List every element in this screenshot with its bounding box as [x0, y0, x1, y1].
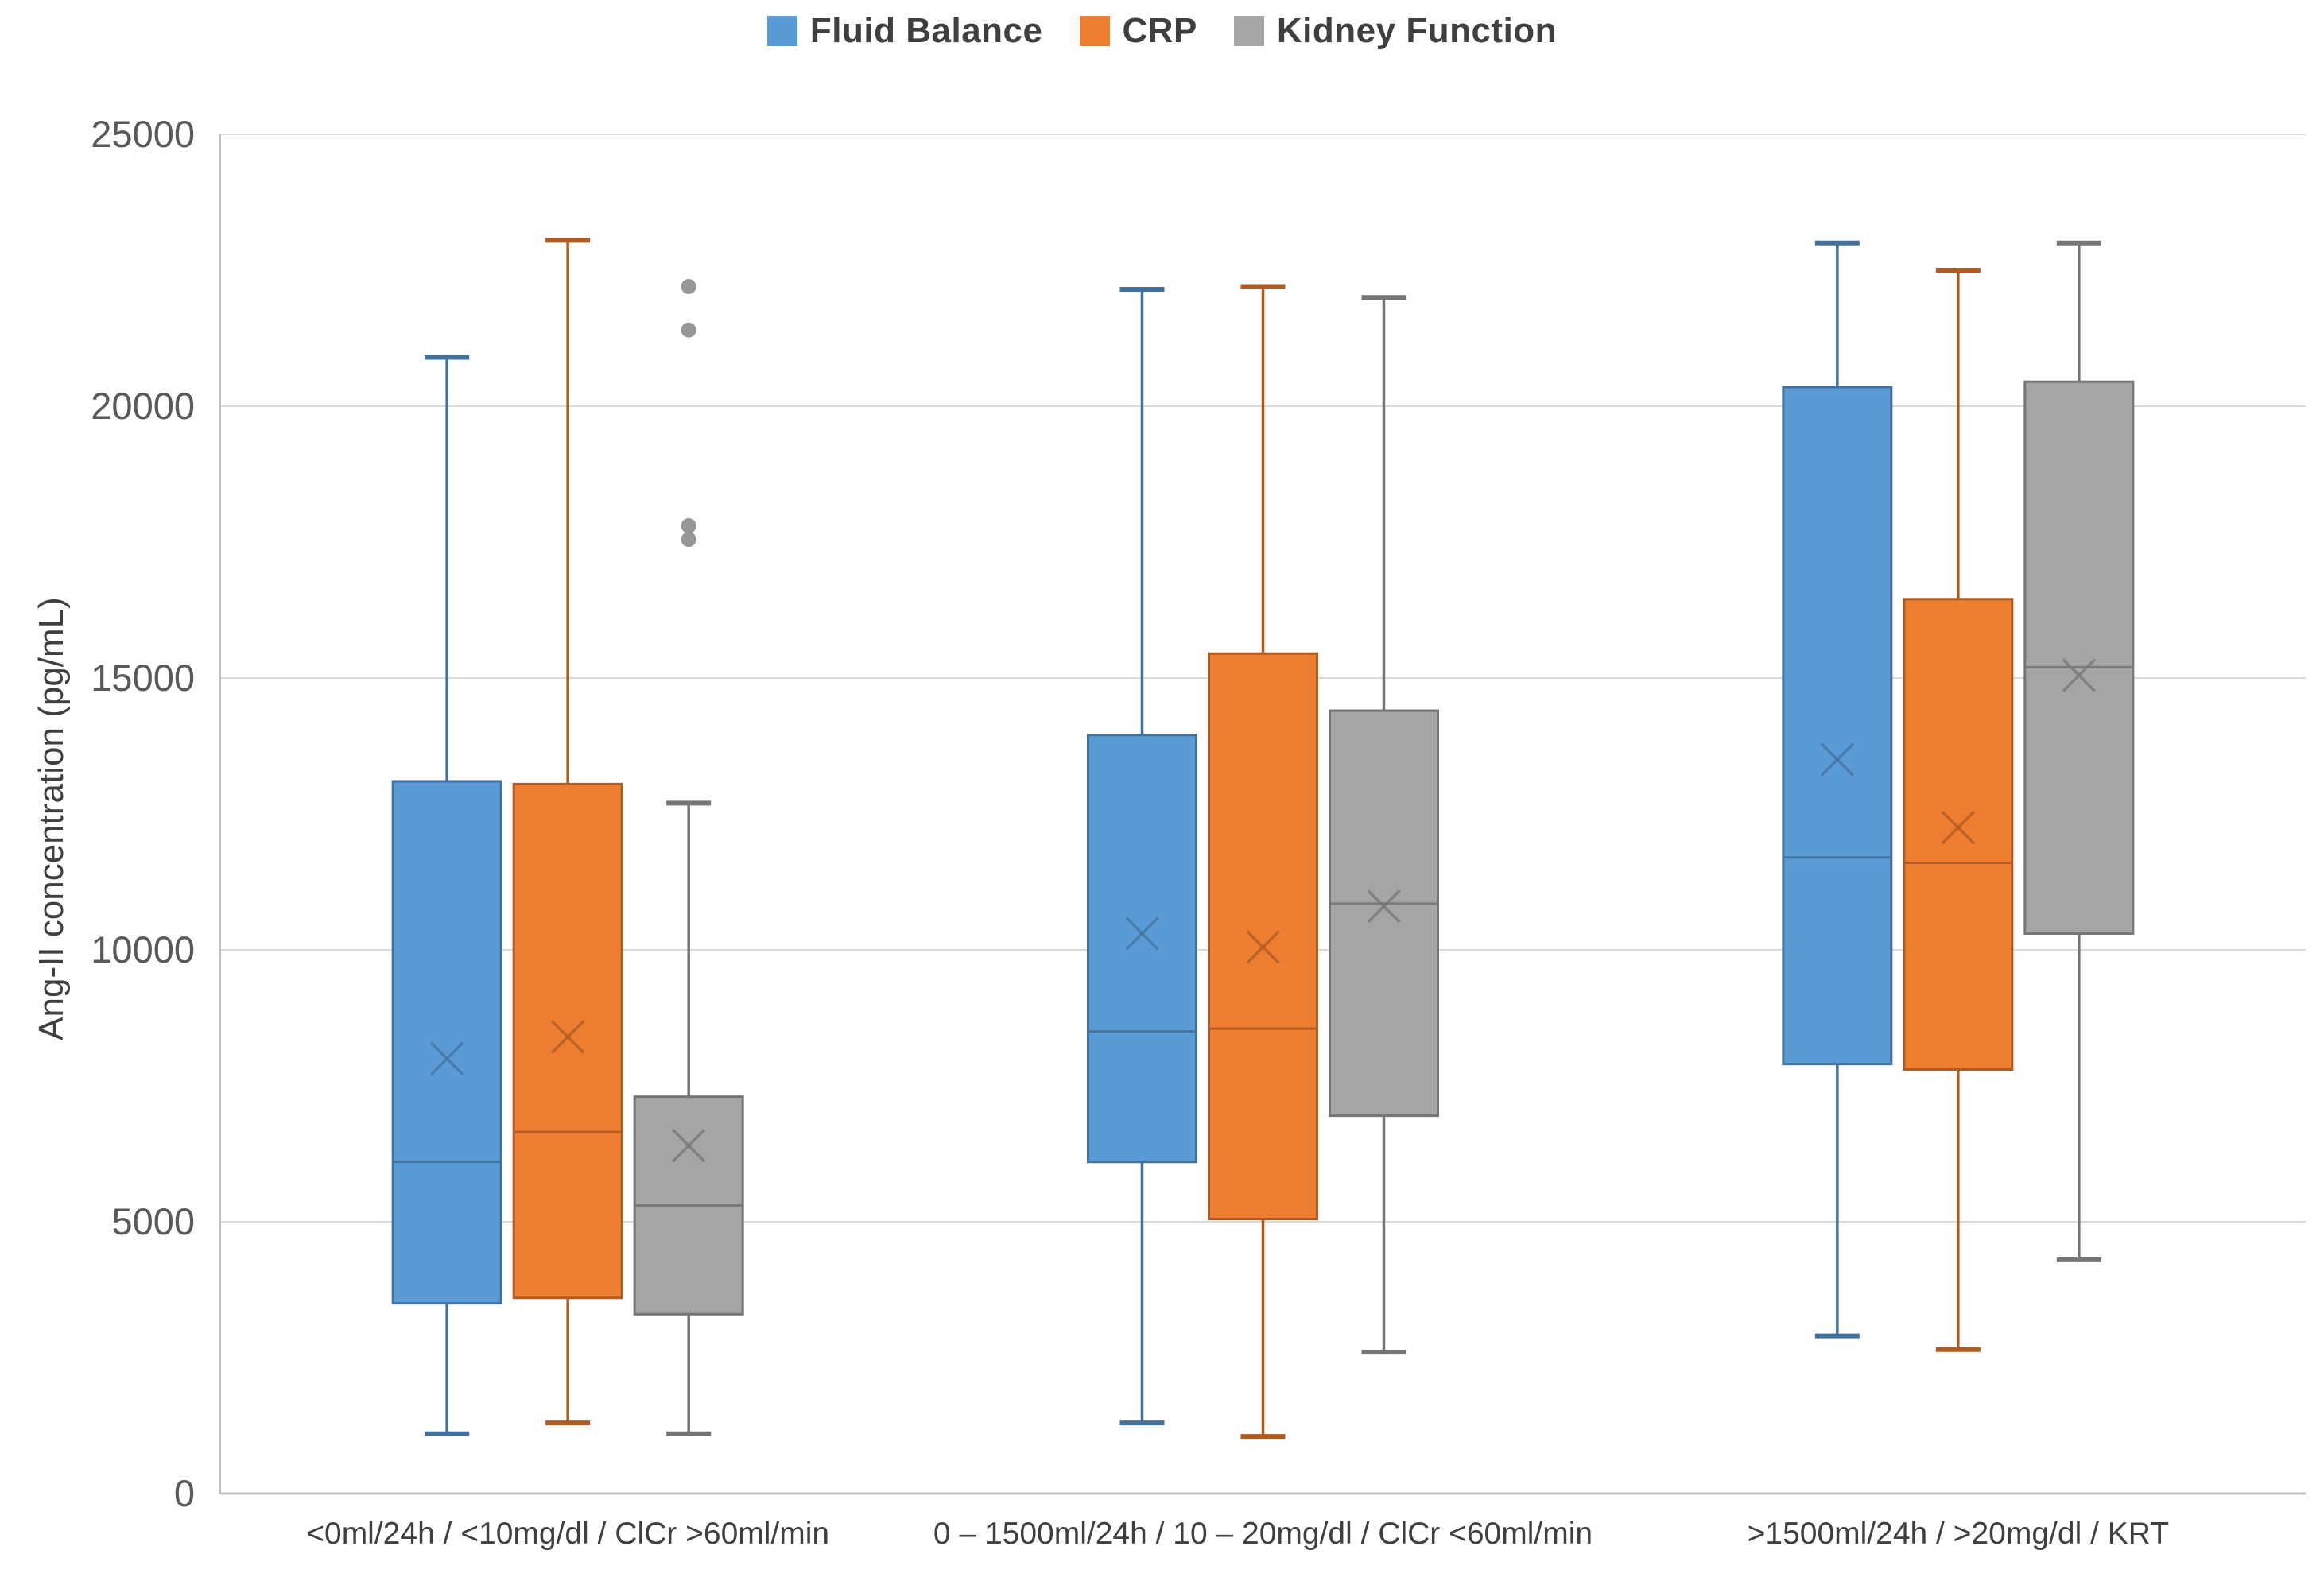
legend-label: Fluid Balance: [809, 11, 1043, 50]
mean-marker-kidney-function-g1: [671, 1129, 706, 1163]
mean-marker-fluid-balance-g1: [429, 1041, 464, 1076]
y-tick-label-5000: 5000: [111, 1200, 195, 1242]
legend-item-crp: CRP: [1079, 11, 1197, 51]
mean-marker-kidney-function-g3: [2062, 658, 2097, 692]
legend-item-kidney-function: Kidney Function: [1233, 11, 1558, 51]
y-tick-label-0: 0: [174, 1472, 195, 1514]
legend-swatch-icon: [1079, 16, 1110, 46]
mean-marker-crp-g3: [1941, 810, 1976, 845]
legend-label: CRP: [1122, 11, 1197, 50]
box-fluid-balance-g3: [1782, 386, 1893, 1066]
box-kidney-function-g2: [1329, 709, 1439, 1118]
y-axis-title: Ang-II concentration (pg/mL): [32, 597, 71, 1040]
x-category-label-2: 0 – 1500ml/24h / 10 – 20mg/dl / ClCr <60…: [933, 1517, 1593, 1551]
box-fluid-balance-g2: [1087, 734, 1197, 1164]
legend: Fluid Balance CRP Kidney Function: [0, 11, 2324, 51]
outlier-point-kidney-function-g1: [681, 322, 696, 338]
box-fluid-balance-g1: [391, 780, 502, 1305]
box-crp-g3: [1903, 598, 2014, 1071]
legend-swatch-icon: [1233, 16, 1264, 46]
y-tick-label-25000: 25000: [91, 113, 195, 155]
outlier-point-kidney-function-g1: [681, 517, 696, 533]
y-tick-label-20000: 20000: [91, 385, 195, 427]
x-category-label-3: >1500ml/24h / >20mg/dl / KRT: [1748, 1517, 2169, 1551]
legend-label: Kidney Function: [1276, 11, 1558, 50]
legend-swatch-icon: [766, 16, 797, 46]
y-tick-label-15000: 15000: [91, 657, 195, 699]
mean-marker-kidney-function-g2: [1367, 889, 1401, 924]
mean-marker-fluid-balance-g2: [1125, 916, 1159, 951]
outlier-point-kidney-function-g1: [681, 532, 696, 548]
outlier-point-kidney-function-g1: [681, 279, 696, 295]
x-category-label-1: <0ml/24h / <10mg/dl / ClCr >60ml/min: [306, 1517, 829, 1551]
mean-marker-crp-g2: [1246, 930, 1280, 964]
box-kidney-function-g3: [2023, 380, 2135, 935]
legend-item-fluid-balance: Fluid Balance: [766, 11, 1043, 51]
mean-marker-crp-g1: [550, 1020, 585, 1054]
box-crp-g2: [1208, 652, 1318, 1221]
box-crp-g1: [512, 782, 623, 1300]
mean-marker-fluid-balance-g3: [1820, 742, 1855, 777]
y-tick-label-10000: 10000: [91, 928, 195, 971]
